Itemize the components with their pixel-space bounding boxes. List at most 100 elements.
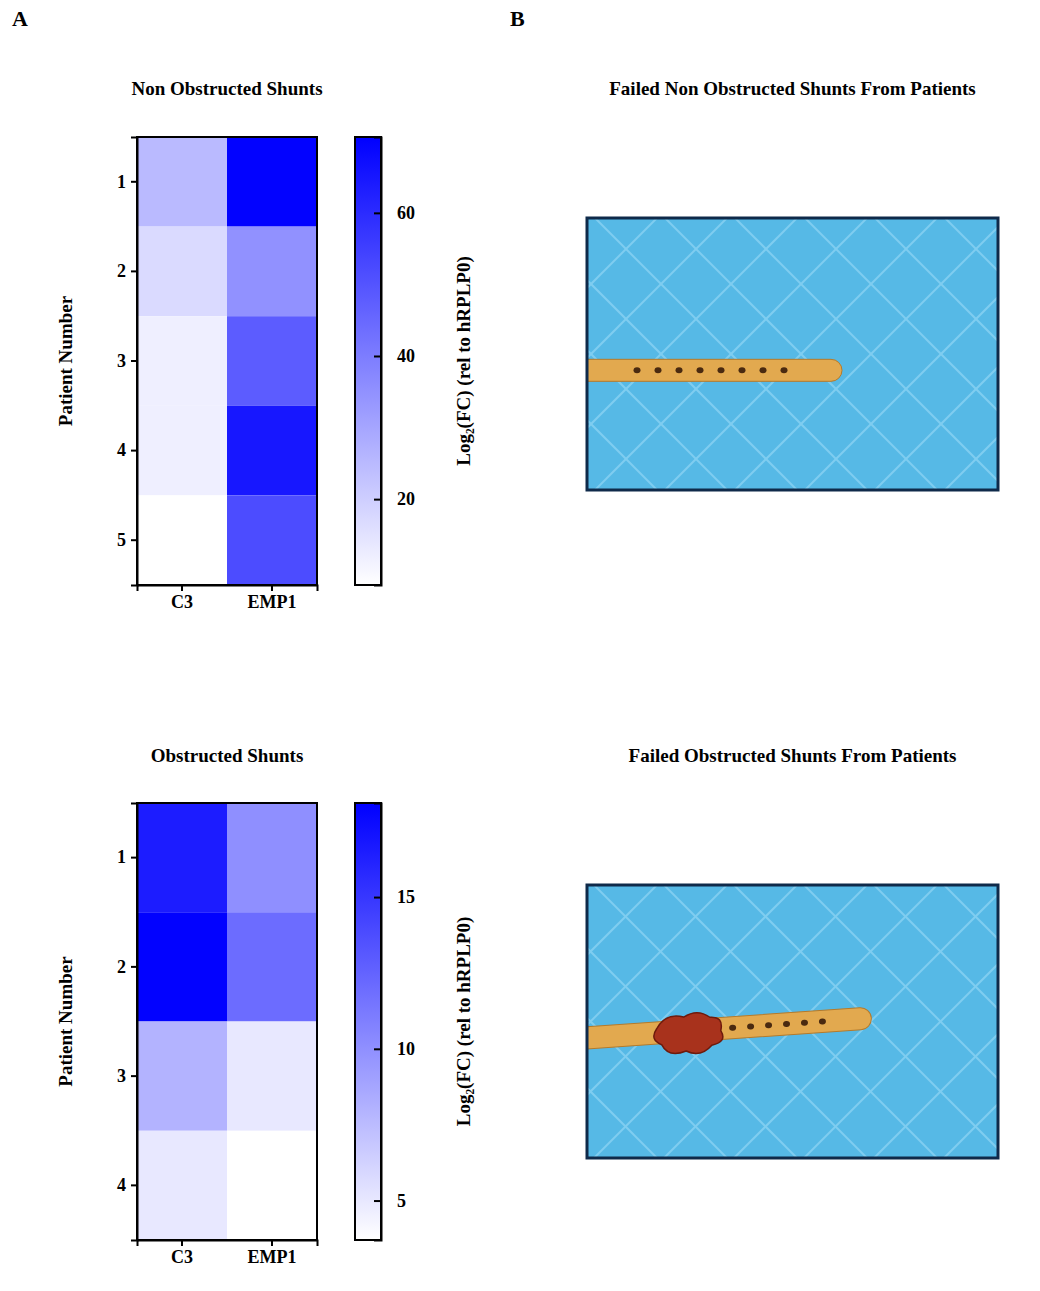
y-tick: 1 [117,847,137,867]
photo-pattern [805,218,998,490]
colorbar-tick: 5 [374,1191,406,1211]
x-tick-mark [181,585,183,591]
heatmap-cell [137,1022,227,1131]
catheter-hole [697,367,704,373]
heatmap-cell [137,406,227,496]
plot-frame [137,137,317,585]
catheter-hole [765,1022,772,1028]
y-axis-title: Patient Number [55,956,76,1087]
y-tick: 2 [117,957,137,977]
catheter-hole [760,367,767,373]
photo-pattern [665,218,937,490]
photo-pattern [735,218,998,490]
photo-frame [587,218,998,490]
y-tick-label: 2 [117,261,126,281]
y-tick: 2 [117,261,137,281]
photo-pattern [944,885,998,1158]
photo-pattern [875,218,998,490]
x-tick: EMP1 [248,585,297,612]
photo-pattern [665,218,937,490]
y-tick-mark [131,181,137,183]
photo-title: Failed Non Obstructed Shunts From Patien… [609,78,975,99]
heatmap-cell [227,803,317,912]
x-tick-label: EMP1 [248,592,297,612]
catheter-hole [783,1021,790,1027]
heatmap-cell [137,1131,227,1240]
heatmap-cell [227,137,317,227]
colorbar-title: Log₂(FC) (rel to hRPLP0) [453,256,475,466]
y-tick-label: 2 [117,957,126,977]
y-tick: 1 [117,172,137,192]
figure: ABNon Obstructed Shunts12345C3EMP1Patien… [0,0,1040,1291]
photo-pattern [587,885,657,1158]
heatmap-cell [227,912,317,1021]
photo-title: Failed Obstructed Shunts From Patients [629,745,957,766]
panel-letter: A [12,6,28,31]
colorbar-tick: 20 [374,489,415,509]
x-tick: C3 [171,1240,193,1267]
x-tick-mark [181,1240,183,1246]
colorbar-tick-label: 40 [397,346,415,366]
colorbar-tick: 10 [374,1039,415,1059]
photo-pattern [587,885,657,1158]
photo-pattern [874,885,998,1158]
y-axis-line [131,804,138,1241]
colorbar-axis: 20 40 60 [374,138,415,586]
y-tick-mark [131,857,137,859]
catheter-hole [739,367,746,373]
heatmap-cell [227,495,317,585]
y-tick-label: 4 [117,440,126,460]
catheter-hole [781,367,788,373]
photo-background [587,218,998,490]
y-tick: 5 [117,530,137,550]
heatmap-cell [227,406,317,496]
y-axis: 1234 [117,804,138,1241]
colorbar-tick-mark [374,355,381,357]
x-axis: C3EMP1 [138,1240,318,1267]
heatmap-cell [227,316,317,406]
clot [652,1011,724,1056]
photo [587,218,998,490]
heatmap-cell [137,912,227,1021]
colorbar-tick-label: 60 [397,203,415,223]
colorbar-tick-label: 15 [397,887,415,907]
x-tick-label: C3 [171,1247,193,1267]
colorbar-tick-label: 20 [397,489,415,509]
colorbar-tick-mark [374,1200,381,1202]
y-tick-label: 1 [117,847,126,867]
colorbar-tick-mark [374,499,381,501]
y-tick-mark [131,539,137,541]
y-tick-label: 3 [117,351,126,371]
photo-pattern [944,885,998,1158]
colorbar [355,137,381,585]
y-tick-label: 5 [117,530,126,550]
heatmap-panel: Obstructed Shunts1234C3EMP1Patient Numbe… [55,745,475,1267]
catheter-hole [729,1024,736,1030]
catheter-hole [819,1018,826,1024]
heatmap-cell [137,227,227,317]
colorbar-tick-label: 10 [397,1039,415,1059]
colorbar-tick-mark [374,212,381,214]
colorbar-axis: 5 10 15 [374,804,415,1241]
heatmap-cell [137,137,227,227]
photo-panel: Failed Non Obstructed Shunts From Patien… [315,78,1040,490]
y-axis-title: Patient Number [55,295,76,426]
photo-pattern [875,218,998,490]
photo-pattern [874,885,998,1158]
catheter [587,1000,873,1062]
catheter-body [587,1007,872,1050]
x-tick-mark [271,585,273,591]
photo-pattern [735,218,998,490]
colorbar-tick: 60 [374,203,415,223]
catheter-hole [747,1023,754,1029]
colorbar-title: Log₂(FC) (rel to hRPLP0) [453,917,475,1127]
y-tick-mark [131,450,137,452]
catheter-hole [801,1019,808,1025]
x-tick-label: C3 [171,592,193,612]
y-axis-line [131,138,138,586]
panel-letter: B [510,6,525,31]
y-tick-mark [131,1075,137,1077]
photo-pattern [595,218,867,490]
photo [587,885,998,1158]
colorbar [355,803,381,1240]
